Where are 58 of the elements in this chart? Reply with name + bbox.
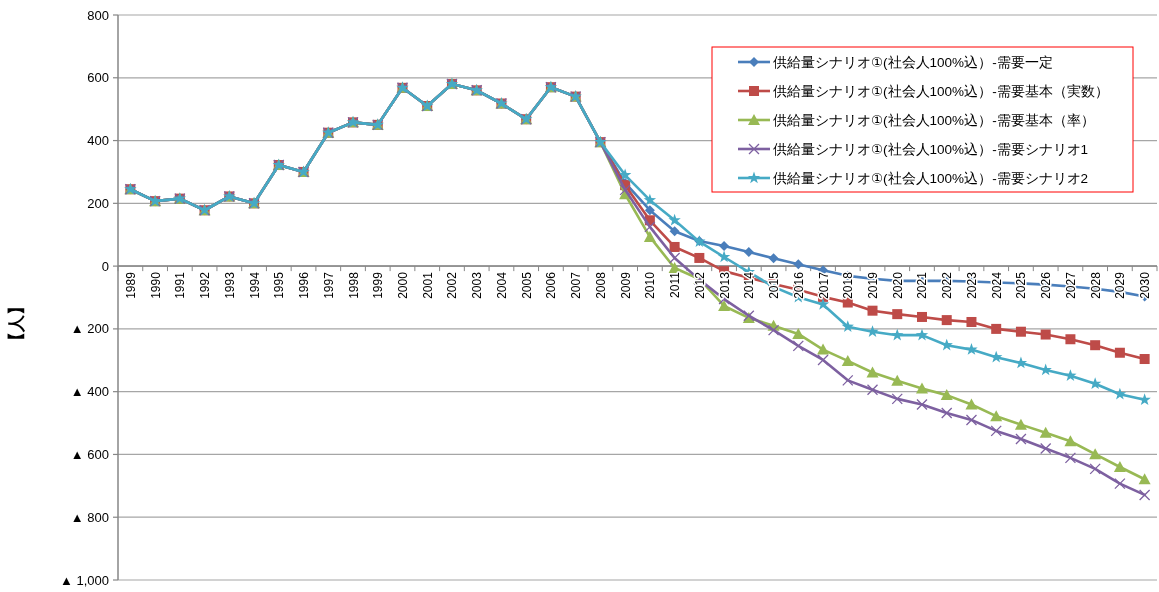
x-tick-label: 2020 <box>890 271 905 299</box>
x-tick-label: 2009 <box>618 271 633 299</box>
x-tick-label: 2025 <box>1014 271 1029 299</box>
x-tick-label: 2010 <box>643 271 658 299</box>
y-tick-label: 200 <box>87 195 109 211</box>
y-axis-title: 【人】 <box>7 297 26 349</box>
y-tick-label: ▲ 800 <box>70 509 109 525</box>
y-tick-label: ▲ 200 <box>70 321 109 337</box>
y-tick-label: 400 <box>87 133 109 149</box>
x-tick-label: 1994 <box>247 271 262 299</box>
x-tick-label: 1997 <box>321 271 336 299</box>
y-tick-label: ▲ 600 <box>70 446 109 462</box>
x-tick-label: 1991 <box>173 271 188 299</box>
x-tick-label: 2014 <box>742 271 757 299</box>
x-tick-label: 2013 <box>717 271 732 299</box>
x-tick-label: 2015 <box>767 271 782 299</box>
x-tick-label: 2023 <box>964 271 979 299</box>
x-tick-label: 2030 <box>1138 271 1153 299</box>
x-tick-label: 2022 <box>940 271 955 299</box>
x-tick-label: 2004 <box>494 271 509 299</box>
x-tick-label: 2012 <box>692 271 707 299</box>
x-tick-label: 1990 <box>148 271 163 299</box>
y-tick-label: 800 <box>87 7 109 23</box>
x-tick-label: 2006 <box>544 271 559 299</box>
x-tick-label: 1996 <box>297 271 312 299</box>
x-tick-label: 2000 <box>395 271 410 299</box>
legend-label: 供給量シナリオ①(社会人100%込）-需要シナリオ1 <box>773 142 1089 157</box>
x-tick-label: 2005 <box>519 271 534 299</box>
x-tick-label: 2024 <box>989 271 1004 299</box>
x-tick-label: 2008 <box>593 271 608 299</box>
y-tick-label: ▲ 400 <box>70 384 109 400</box>
x-tick-label: 2007 <box>569 271 584 299</box>
x-tick-label: 2029 <box>1113 271 1128 299</box>
x-tick-label: 2017 <box>816 271 831 299</box>
x-tick-label: 1993 <box>222 271 237 299</box>
x-tick-label: 2021 <box>915 271 930 299</box>
x-tick-label: 1992 <box>198 271 213 299</box>
x-tick-label: 2011 <box>668 271 683 298</box>
x-tick-label: 2018 <box>841 271 856 299</box>
x-tick-label: 2028 <box>1088 271 1103 299</box>
legend-label: 供給量シナリオ①(社会人100%込）-需要シナリオ2 <box>773 171 1089 186</box>
x-tick-label: 1998 <box>346 271 361 299</box>
legend-label: 供給量シナリオ①(社会人100%込）-需要基本（実数） <box>773 84 1109 99</box>
x-tick-label: 1989 <box>123 271 138 299</box>
x-tick-label: 1995 <box>272 271 287 299</box>
x-tick-label: 2027 <box>1063 271 1078 299</box>
x-tick-label: 2002 <box>445 271 460 299</box>
y-tick-label: ▲ 1,000 <box>59 572 109 588</box>
legend-label: 供給量シナリオ①(社会人100%込）-需要一定 <box>773 55 1053 70</box>
x-tick-label: 1999 <box>371 271 386 299</box>
x-tick-label: 2016 <box>791 271 806 299</box>
x-tick-label: 2003 <box>470 271 485 299</box>
y-tick-label: 600 <box>87 70 109 86</box>
x-tick-label: 2026 <box>1039 271 1054 299</box>
legend-label: 供給量シナリオ①(社会人100%込）-需要基本（率） <box>773 113 1095 128</box>
x-tick-label: 2019 <box>866 271 881 299</box>
x-tick-label: 2001 <box>420 271 435 299</box>
y-tick-label: 0 <box>101 258 109 274</box>
